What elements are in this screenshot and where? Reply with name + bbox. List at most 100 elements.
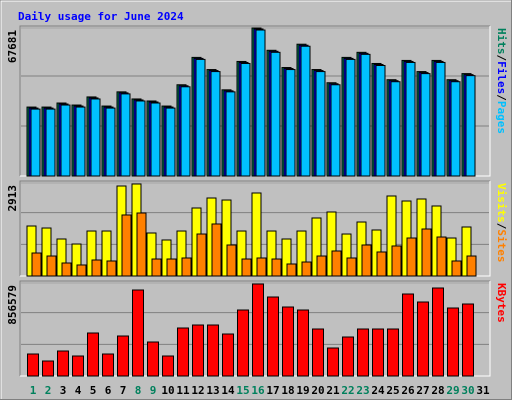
bar — [61, 262, 72, 277]
bar — [405, 61, 416, 177]
bar — [312, 328, 324, 377]
bar — [102, 353, 114, 377]
bar — [360, 53, 371, 177]
bar — [432, 287, 444, 377]
y-tick-label: 856579 — [6, 285, 19, 325]
bar — [210, 71, 221, 177]
chart-title: Daily usage for June 2024 — [18, 10, 184, 23]
bar — [447, 307, 459, 377]
bar — [342, 336, 354, 377]
bar — [256, 257, 267, 277]
bar — [387, 328, 399, 377]
legend-label: Files — [495, 61, 508, 94]
legend-label: Sites — [495, 229, 508, 262]
bar — [376, 251, 387, 277]
bar — [417, 301, 429, 377]
bar — [121, 214, 132, 277]
x-tick-label: 6 — [105, 384, 112, 397]
bar — [345, 58, 356, 177]
bar — [451, 260, 462, 277]
bar — [162, 355, 174, 377]
x-tick-label: 4 — [75, 384, 82, 397]
bar — [346, 257, 357, 277]
y-tick-label: 2913 — [6, 185, 19, 212]
bar — [196, 233, 207, 277]
x-tick-label: 17 — [266, 384, 279, 397]
bar — [106, 260, 117, 277]
bar — [105, 107, 116, 177]
bar — [252, 283, 264, 377]
bar — [372, 328, 384, 377]
bar — [390, 81, 401, 177]
x-tick-label: 23 — [356, 384, 369, 397]
bar — [240, 62, 251, 177]
x-tick-label: 20 — [311, 384, 324, 397]
x-tick-label: 9 — [150, 384, 157, 397]
legend-separator: / — [495, 55, 508, 62]
bar — [357, 328, 369, 377]
legend-separator: / — [495, 223, 508, 230]
bar — [286, 263, 297, 277]
bar — [207, 324, 219, 377]
bar — [46, 255, 57, 277]
bar — [436, 236, 447, 277]
panel-bevel — [19, 180, 490, 276]
bar — [255, 29, 266, 177]
bar — [136, 212, 147, 277]
x-tick-label: 2 — [45, 384, 52, 397]
bar — [120, 93, 131, 177]
x-tick-label: 13 — [206, 384, 219, 397]
bar — [166, 258, 177, 277]
x-tick-label: 16 — [251, 384, 265, 397]
bar — [87, 332, 99, 377]
panel-bevel — [19, 280, 490, 376]
x-tick-label: 10 — [161, 384, 174, 397]
bar — [450, 81, 461, 177]
x-tick-label: 14 — [221, 384, 235, 397]
bar — [301, 261, 312, 277]
x-tick-label: 19 — [296, 384, 309, 397]
x-tick-label: 31 — [476, 384, 490, 397]
bar — [271, 258, 282, 277]
x-tick-label: 15 — [236, 384, 249, 397]
x-tick-label: 21 — [326, 384, 340, 397]
x-tick-label: 8 — [135, 384, 142, 397]
bar — [150, 102, 161, 177]
bar — [135, 100, 146, 177]
bar — [420, 73, 431, 177]
bar — [91, 259, 102, 277]
bar — [330, 84, 341, 177]
bar — [361, 244, 372, 277]
x-tick-label: 5 — [90, 384, 97, 397]
x-tick-label: 7 — [120, 384, 127, 397]
bar — [466, 255, 477, 277]
bar — [151, 258, 162, 277]
bar — [406, 237, 417, 277]
bar — [331, 250, 342, 277]
bar — [391, 245, 402, 277]
x-tick-label: 1 — [30, 384, 37, 397]
bar — [90, 98, 101, 177]
bar — [60, 104, 71, 177]
bar — [327, 347, 339, 377]
y-tick-label: 67681 — [6, 30, 19, 63]
bar — [465, 75, 476, 177]
bar — [30, 108, 41, 177]
bar — [57, 350, 69, 377]
bar — [195, 58, 206, 177]
x-tick-label: 22 — [341, 384, 354, 397]
bar — [237, 309, 249, 377]
legend-label: Hits — [495, 28, 508, 55]
bar — [421, 228, 432, 277]
bar — [75, 106, 86, 177]
bar — [316, 255, 327, 277]
bar — [222, 333, 234, 377]
bar — [31, 252, 42, 277]
bar — [177, 327, 189, 377]
bar — [375, 65, 386, 177]
panel-bevel — [20, 281, 491, 377]
legend-label: KBytes — [495, 283, 508, 323]
bar — [147, 341, 159, 377]
